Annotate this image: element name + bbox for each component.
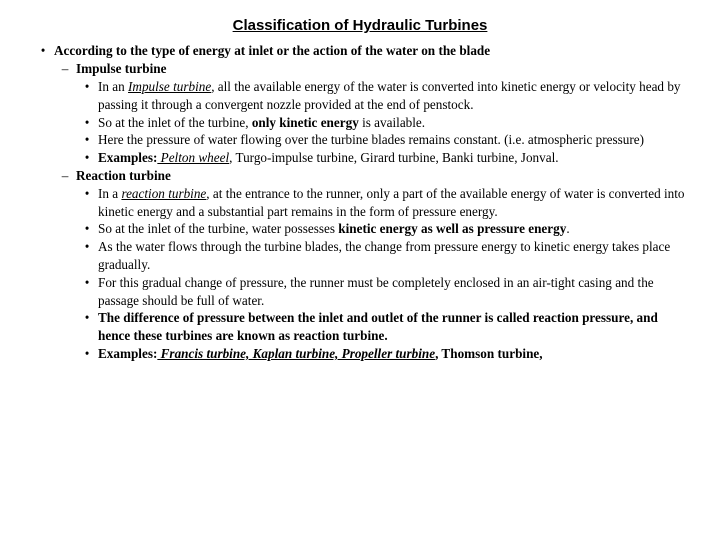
reaction-point-4-text: For this gradual change of pressure, the… — [98, 274, 688, 310]
reaction-point-5: • The difference of pressure between the… — [32, 309, 688, 345]
impulse-header: Impulse turbine — [76, 60, 688, 78]
text-bold: kinetic energy as well as pressure energ… — [338, 221, 566, 236]
impulse-point-3: • Here the pressure of water flowing ove… — [32, 131, 688, 149]
reaction-point-5-text: The difference of pressure between the i… — [98, 309, 688, 345]
impulse-point-1: • In an Impulse turbine, all the availab… — [32, 78, 688, 114]
text: In a — [98, 186, 121, 201]
level1-item-impulse: – Impulse turbine — [32, 60, 688, 78]
text-bold-italic-underline: Francis turbine, Kaplan turbine, Propell… — [157, 346, 435, 361]
bullet-dot-icon: • — [76, 238, 98, 256]
level0-text: According to the type of energy at inlet… — [54, 42, 688, 60]
reaction-point-6: • Examples: Francis turbine, Kaplan turb… — [32, 345, 688, 363]
reaction-point-4: • For this gradual change of pressure, t… — [32, 274, 688, 310]
bullet-dot-icon: • — [76, 345, 98, 363]
text-bold: only kinetic energy — [252, 115, 359, 130]
reaction-point-3-text: As the water flows through the turbine b… — [98, 238, 688, 274]
reaction-header: Reaction turbine — [76, 167, 688, 185]
bullet-dot-icon: • — [76, 185, 98, 203]
text: So at the inlet of the turbine, water po… — [98, 221, 338, 236]
text: So at the inlet of the turbine, — [98, 115, 252, 130]
text-italic-underline: reaction turbine — [121, 186, 206, 201]
bullet-dot-icon: • — [32, 42, 54, 60]
reaction-point-2: • So at the inlet of the turbine, water … — [32, 220, 688, 238]
impulse-point-3-text: Here the pressure of water flowing over … — [98, 131, 688, 149]
bullet-dot-icon: • — [76, 114, 98, 132]
reaction-point-1: • In a reaction turbine, at the entrance… — [32, 185, 688, 221]
reaction-point-3: • As the water flows through the turbine… — [32, 238, 688, 274]
text: In an — [98, 79, 128, 94]
dash-icon: – — [54, 60, 76, 78]
reaction-point-2-text: So at the inlet of the turbine, water po… — [98, 220, 688, 238]
impulse-point-1-text: In an Impulse turbine, all the available… — [98, 78, 688, 114]
text-italic-underline: Impulse turbine — [128, 79, 211, 94]
bullet-dot-icon: • — [76, 274, 98, 292]
bullet-dot-icon: • — [76, 149, 98, 167]
dash-icon: – — [54, 167, 76, 185]
bullet-dot-icon: • — [76, 220, 98, 238]
impulse-point-2: • So at the inlet of the turbine, only k… — [32, 114, 688, 132]
text: is available. — [359, 115, 425, 130]
bullet-dot-icon: • — [76, 309, 98, 327]
impulse-point-2-text: So at the inlet of the turbine, only kin… — [98, 114, 688, 132]
reaction-point-6-text: Examples: Francis turbine, Kaplan turbin… — [98, 345, 688, 363]
text: . — [566, 221, 569, 236]
text-bold: Examples: — [98, 150, 157, 165]
impulse-point-4: • Examples: Pelton wheel, Turgo-impulse … — [32, 149, 688, 167]
text-bold: , Thomson turbine, — [435, 346, 542, 361]
bullet-dot-icon: • — [76, 78, 98, 96]
bullet-dot-icon: • — [76, 131, 98, 149]
text-bold: Examples: — [98, 346, 157, 361]
page-title: Classification of Hydraulic Turbines — [32, 16, 688, 36]
text: , Turgo-impulse turbine, Girard turbine,… — [229, 150, 558, 165]
text-italic-underline: Pelton wheel — [157, 150, 229, 165]
impulse-point-4-text: Examples: Pelton wheel, Turgo-impulse tu… — [98, 149, 688, 167]
level1-item-reaction: – Reaction turbine — [32, 167, 688, 185]
level0-item: • According to the type of energy at inl… — [32, 42, 688, 60]
reaction-point-1-text: In a reaction turbine, at the entrance t… — [98, 185, 688, 221]
